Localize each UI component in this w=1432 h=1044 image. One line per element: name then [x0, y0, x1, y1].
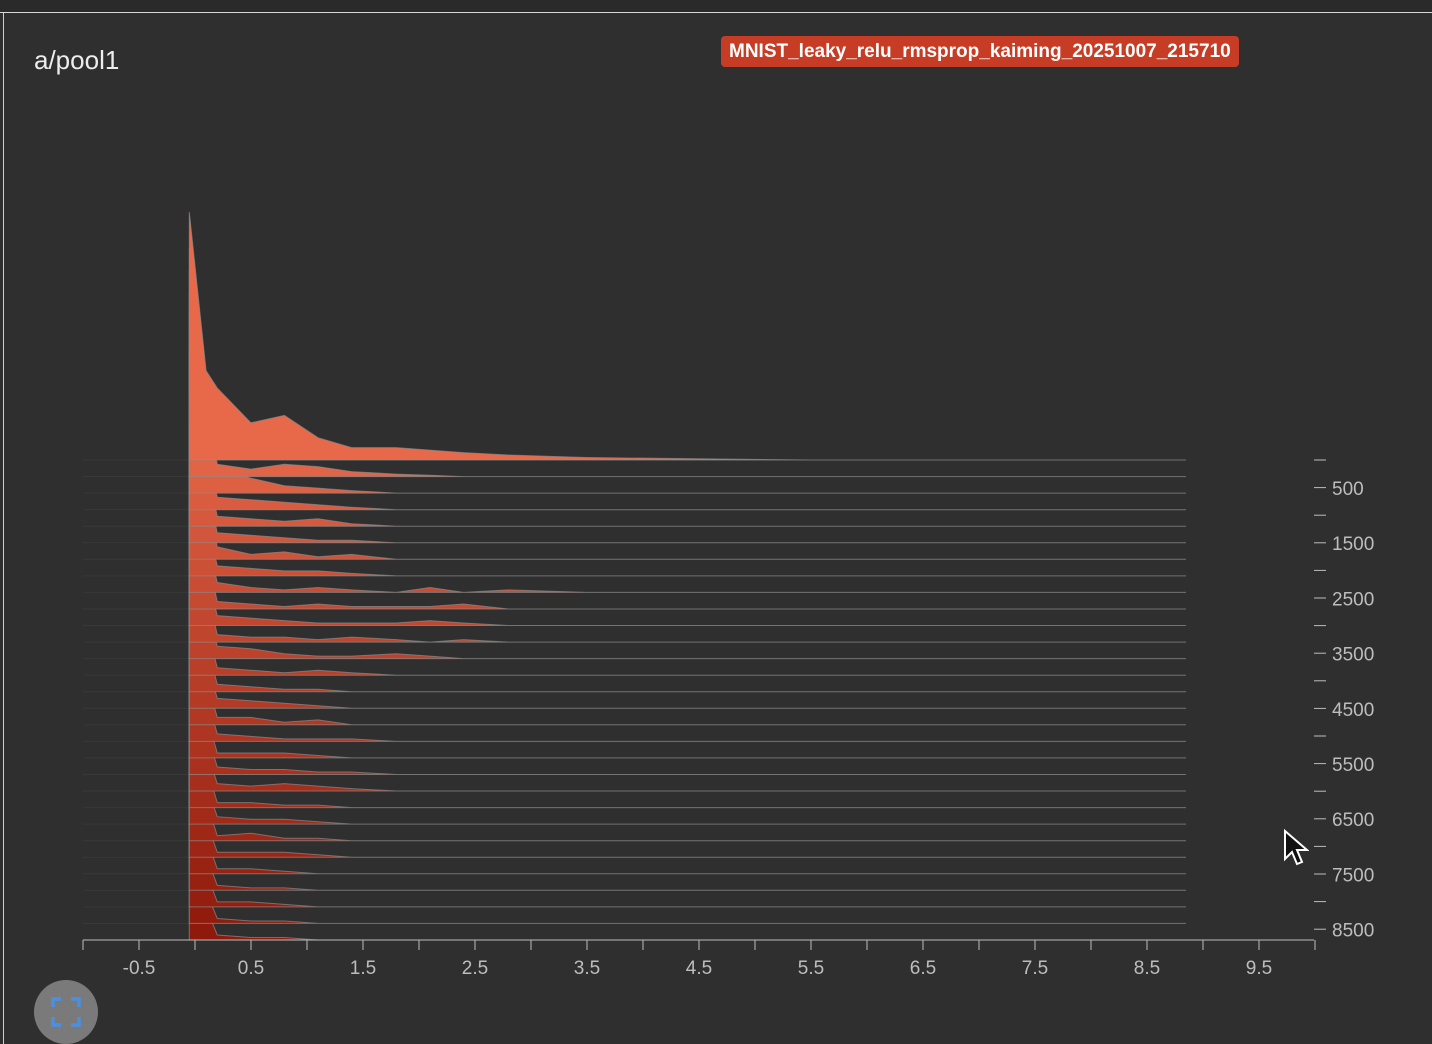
- x-tick-label: 0.5: [238, 958, 264, 979]
- y-tick-label: 2500: [1332, 589, 1374, 610]
- x-tick-label: 5.5: [798, 958, 824, 979]
- x-tick-label: 2.5: [462, 958, 488, 979]
- mouse-cursor-icon: [1284, 829, 1309, 866]
- x-tick-label: 8.5: [1134, 958, 1160, 979]
- y-tick-label: 8500: [1332, 921, 1374, 942]
- histogram-series: [188, 405, 1186, 610]
- y-tick-label: 6500: [1332, 810, 1374, 831]
- histogram-series: [188, 633, 1186, 809]
- histogram-series: [188, 500, 1186, 693]
- histogram-series: [188, 211, 1186, 461]
- histogram-series: [188, 595, 1186, 775]
- x-tick-label: 9.5: [1246, 958, 1272, 979]
- y-tick-label: 7500: [1332, 865, 1374, 886]
- histogram-series: [188, 386, 1186, 593]
- histogram-series: [188, 671, 1186, 842]
- histogram-series: [188, 443, 1186, 643]
- y-tick-label: 5500: [1332, 755, 1374, 776]
- histogram-series: [188, 710, 1186, 875]
- fullscreen-button[interactable]: [34, 980, 98, 1044]
- run-label-chip[interactable]: MNIST_leaky_relu_rmsprop_kaiming_2025100…: [721, 36, 1239, 67]
- y-tick-label: 500: [1332, 479, 1364, 500]
- card-title: a/pool1: [34, 45, 120, 75]
- histogram-series: [188, 614, 1186, 792]
- histogram-series: [188, 462, 1186, 660]
- x-tick-label: 6.5: [910, 958, 936, 979]
- top-strip: [0, 0, 1432, 13]
- histogram-series: [188, 329, 1186, 544]
- histogram-series: [188, 691, 1186, 858]
- histogram-series: [188, 310, 1186, 527]
- histogram-series: [188, 652, 1186, 825]
- y-tick-label: 1500: [1332, 534, 1374, 555]
- histogram-series: [188, 748, 1186, 908]
- histogram-series: [188, 786, 1186, 941]
- histogram-series: [188, 348, 1186, 560]
- x-tick-label: 7.5: [1022, 958, 1048, 979]
- histogram-series: [188, 576, 1186, 759]
- histogram-series: [188, 767, 1186, 924]
- histogram-series: [188, 481, 1186, 676]
- y-tick-label: 3500: [1332, 645, 1374, 666]
- x-tick-label: 1.5: [350, 958, 376, 979]
- histogram-card: a/pool1 MNIST_leaky_relu_rmsprop_kaiming…: [3, 13, 1432, 1044]
- x-tick-label: 3.5: [574, 958, 600, 979]
- histogram-series: [188, 538, 1186, 726]
- histogram-series: [188, 729, 1186, 891]
- x-tick-label: 4.5: [686, 958, 712, 979]
- histogram-series: [188, 248, 1186, 478]
- histogram-series: [188, 291, 1186, 511]
- y-tick-label: 4500: [1332, 700, 1374, 721]
- histogram-series: [188, 519, 1186, 709]
- histogram-series: [188, 424, 1186, 626]
- fullscreen-icon: [51, 997, 81, 1027]
- histogram-series: [188, 367, 1186, 577]
- histogram-series: [188, 557, 1186, 742]
- x-tick-label: -0.5: [123, 958, 156, 979]
